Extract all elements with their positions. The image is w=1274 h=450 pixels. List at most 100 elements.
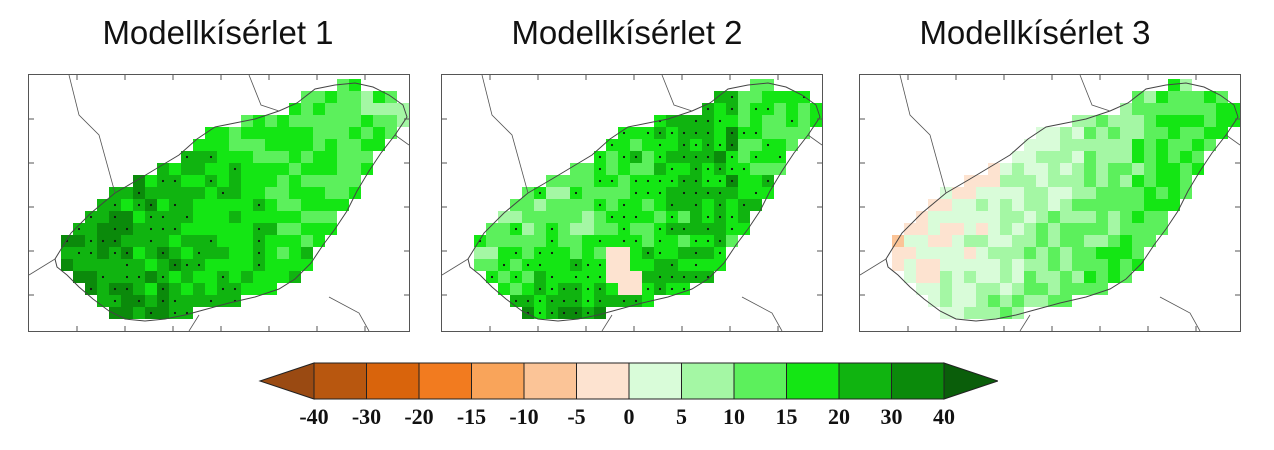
grid-cell (229, 247, 241, 259)
grid-cell (265, 175, 277, 187)
significance-dot (514, 275, 518, 279)
grid-cell (916, 223, 928, 235)
grid-cell (145, 295, 157, 307)
grid-cell (1156, 211, 1168, 223)
grid-cell (1108, 163, 1120, 175)
grid-cell (1156, 175, 1168, 187)
grid-cell (1084, 199, 1096, 211)
grid-cell (558, 259, 570, 271)
grid-cell (928, 295, 940, 307)
grid-cell (289, 175, 301, 187)
grid-cell (534, 199, 546, 211)
significance-dot (658, 227, 662, 231)
grid-cell (325, 151, 337, 163)
significance-dot (233, 167, 237, 171)
grid-cell (325, 103, 337, 115)
grid-cell (1000, 295, 1012, 307)
colorbar-box (366, 362, 420, 400)
grid-cell (774, 103, 786, 115)
grid-cell (373, 139, 385, 151)
significance-dot (574, 299, 578, 303)
significance-dot (706, 167, 710, 171)
significance-dot (706, 131, 710, 135)
grid-cell (988, 283, 1000, 295)
grid-cell (217, 211, 229, 223)
significance-dot (550, 287, 554, 291)
grid-cell (786, 91, 798, 103)
grid-cell (1108, 211, 1120, 223)
neighbour-border (860, 258, 887, 276)
significance-dot (718, 215, 722, 219)
grid-cell (253, 175, 265, 187)
grid-cell (1168, 151, 1180, 163)
colorbar-tick-label: -15 (456, 404, 487, 429)
panel-1-title: Modellkísérlet 1 (102, 14, 334, 51)
grid-cell (510, 283, 522, 295)
grid-cell (277, 235, 289, 247)
significance-dot (634, 299, 638, 303)
grid-cell (289, 127, 301, 139)
significance-dot (257, 263, 261, 267)
grid-cell (786, 127, 798, 139)
grid-cell (385, 127, 397, 139)
significance-dot (670, 131, 674, 135)
significance-dot (586, 263, 590, 267)
grid-cell (1120, 103, 1132, 115)
grid-cell (1168, 79, 1180, 91)
grid-cell (349, 91, 361, 103)
grid-cell (121, 211, 133, 223)
grid-cell (1060, 151, 1072, 163)
grid-cell (337, 139, 349, 151)
grid-cell (486, 235, 498, 247)
grid-cell (349, 115, 361, 127)
grid-cell (325, 187, 337, 199)
grid-cell (1180, 115, 1192, 127)
grid-cell (1060, 139, 1072, 151)
grid-cell (133, 175, 145, 187)
grid-cell (486, 259, 498, 271)
grid-cell (313, 139, 325, 151)
grid-cell (1084, 223, 1096, 235)
grid-cell (1096, 175, 1108, 187)
country-border (467, 82, 821, 322)
neighbour-border (1225, 134, 1240, 146)
grid-cell (1156, 199, 1168, 211)
significance-dot (514, 251, 518, 255)
significance-dot (694, 203, 698, 207)
grid-cell (301, 223, 313, 235)
grid-cell (570, 175, 582, 187)
grid-cell (1072, 259, 1084, 271)
grid-cell (277, 175, 289, 187)
grid-cell (301, 259, 313, 271)
significance-dot (742, 131, 746, 135)
grid-cell (61, 259, 73, 271)
grid-cell (1144, 187, 1156, 199)
grid-cell (85, 223, 97, 235)
colorbar-box (733, 362, 787, 400)
significance-dot (149, 239, 153, 243)
significance-dot (113, 239, 117, 243)
grid-cell (606, 271, 618, 283)
grid-cell (1120, 127, 1132, 139)
grid-cell (157, 187, 169, 199)
grid-cell (762, 163, 774, 175)
grid-cell (205, 187, 217, 199)
grid-cell (241, 259, 253, 271)
grid-cell (964, 259, 976, 271)
grid-cell (678, 235, 690, 247)
grid-cell (1036, 259, 1048, 271)
grid-cell (313, 103, 325, 115)
grid-cell (301, 211, 313, 223)
grid-cell (738, 139, 750, 151)
colorbar-arrow-low (258, 362, 315, 400)
significance-dot (622, 203, 626, 207)
significance-dot (730, 131, 734, 135)
country-border (885, 82, 1239, 322)
significance-dot (730, 215, 734, 219)
grid-cell (337, 127, 349, 139)
grid-cell (916, 271, 928, 283)
grid-cell (265, 163, 277, 175)
grid-cell (253, 211, 265, 223)
neighbour-border (394, 134, 409, 146)
grid-cell (265, 139, 277, 151)
